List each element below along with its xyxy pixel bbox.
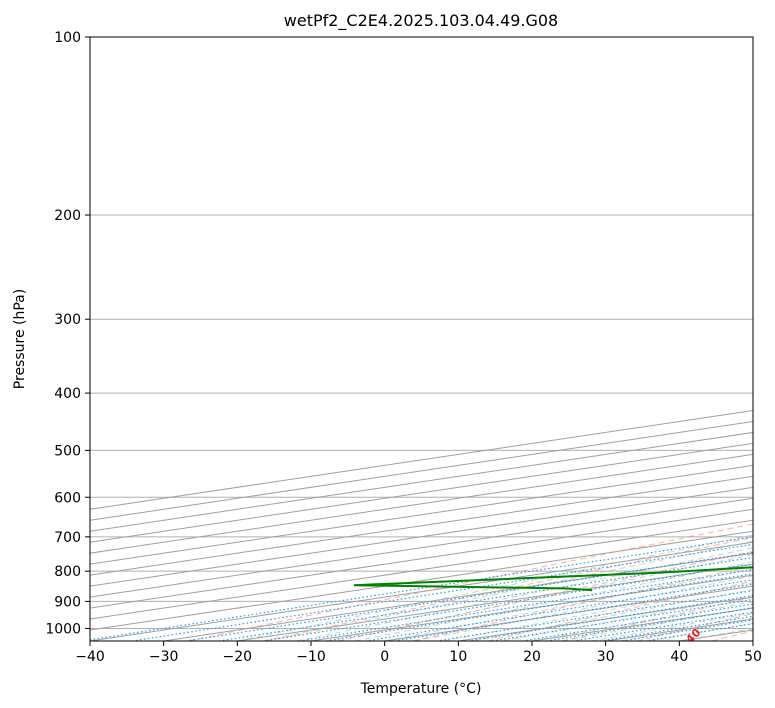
mixing-ratio-line xyxy=(546,607,753,641)
moist-adiabat xyxy=(384,568,753,641)
isotherm-line xyxy=(605,618,753,641)
moist-adiabat xyxy=(237,534,753,641)
isotherm-line xyxy=(90,420,753,521)
isotherm-line xyxy=(90,442,753,543)
x-tick-label: −40 xyxy=(75,649,105,665)
dry-adiabat xyxy=(412,565,753,641)
x-tick-label: 10 xyxy=(449,649,467,665)
dry-adiabat xyxy=(487,580,753,641)
plot-frame xyxy=(89,36,754,642)
moist-adiabat xyxy=(355,561,753,641)
isotherm-line xyxy=(90,453,753,554)
y-axis-label: Pressure (hPa) xyxy=(12,289,28,389)
x-tick-label: −30 xyxy=(149,649,179,665)
isotherm-line xyxy=(90,497,753,598)
x-tick-label: 30 xyxy=(597,649,615,665)
moist-adiabat xyxy=(296,547,753,641)
x-tick-label: −10 xyxy=(296,649,326,665)
isotherm-line xyxy=(90,475,753,576)
x-tick-label: 50 xyxy=(744,649,762,665)
x-tick-label: 0 xyxy=(380,649,389,665)
mixing-ratio-line xyxy=(492,598,753,641)
y-axis-ticks: 100 200 300 400 500 600 700 800 900 1000 xyxy=(45,30,90,637)
y-tick-label: 100 xyxy=(54,30,81,46)
mixing-ratio-line xyxy=(299,569,753,641)
mixing-ratio-line xyxy=(185,551,753,641)
y-tick-label: 500 xyxy=(54,443,81,459)
dry-adiabat xyxy=(711,630,753,641)
y-tick-label: 1000 xyxy=(45,621,81,637)
mixing-ratio-line xyxy=(467,594,753,641)
mixing-ratio-line xyxy=(262,563,753,641)
dewpoint-profile xyxy=(353,566,753,592)
grid-lines xyxy=(90,37,753,629)
y-tick-label: 300 xyxy=(54,312,81,328)
mixing-ratio-line xyxy=(599,615,753,641)
mixing-ratio-lines xyxy=(90,536,753,641)
dry-adiabat xyxy=(188,523,753,641)
isotherm-line xyxy=(679,629,753,641)
mixing-ratio-line xyxy=(90,536,753,641)
mixing-ratio-line xyxy=(522,603,753,641)
isotherm-line xyxy=(90,508,753,609)
moist-adiabat xyxy=(443,582,753,641)
isotherm-lines xyxy=(90,409,753,641)
dry-adiabat xyxy=(636,613,753,641)
x-axis-ticks: −40 −30 −20 −10 0 10 20 30 40 50 xyxy=(75,641,762,665)
x-tick-label: −20 xyxy=(223,649,253,665)
moist-adiabat xyxy=(325,554,753,641)
isotherm-line xyxy=(90,464,753,565)
moist-adiabat xyxy=(679,628,753,641)
moist-adiabat xyxy=(414,575,753,641)
moist-adiabat-lines xyxy=(237,534,753,641)
mixing-ratio-line xyxy=(326,573,753,641)
mixing-ratio-line xyxy=(572,611,753,641)
isotherm-line xyxy=(90,541,753,641)
moist-adiabat xyxy=(502,595,753,641)
mixing-ratio-line xyxy=(218,556,753,641)
y-tick-label: 200 xyxy=(54,208,81,224)
y-tick-label: 800 xyxy=(54,564,81,580)
isotherm-line xyxy=(90,486,753,587)
x-tick-label: 20 xyxy=(523,649,541,665)
isotherm-line xyxy=(90,530,753,631)
x-tick-label: 40 xyxy=(670,649,688,665)
dry-adiabat-lines xyxy=(188,523,753,641)
isotherm-line xyxy=(90,431,753,532)
y-tick-label: 900 xyxy=(54,594,81,610)
y-tick-label: 600 xyxy=(54,490,81,506)
isotherm-line xyxy=(310,574,753,641)
isotherm-line xyxy=(458,596,753,641)
plot-area: 0.10.20.40.611.52346810131620253036-100-… xyxy=(90,37,753,641)
moist-adiabat xyxy=(649,622,753,641)
isotherm-line xyxy=(237,563,753,641)
dry-adiabat xyxy=(562,596,753,641)
sounding-series xyxy=(353,566,753,592)
isotherm-line xyxy=(90,519,753,620)
isotherm-line xyxy=(752,640,753,641)
chart-title: wetPf2_C2E4.2025.103.04.49.G08 xyxy=(284,11,558,31)
isotherm-line xyxy=(90,409,753,510)
x-axis-label: Temperature (°C) xyxy=(360,681,482,697)
y-tick-label: 700 xyxy=(54,530,81,546)
moist-adiabat xyxy=(590,612,753,641)
isotherm-line xyxy=(384,585,753,641)
mixing-ratio-line xyxy=(131,543,753,641)
y-tick-label: 400 xyxy=(54,386,81,402)
overlay-labels: 0.10.20.40.611.52346810131620253036-100-… xyxy=(683,626,703,641)
